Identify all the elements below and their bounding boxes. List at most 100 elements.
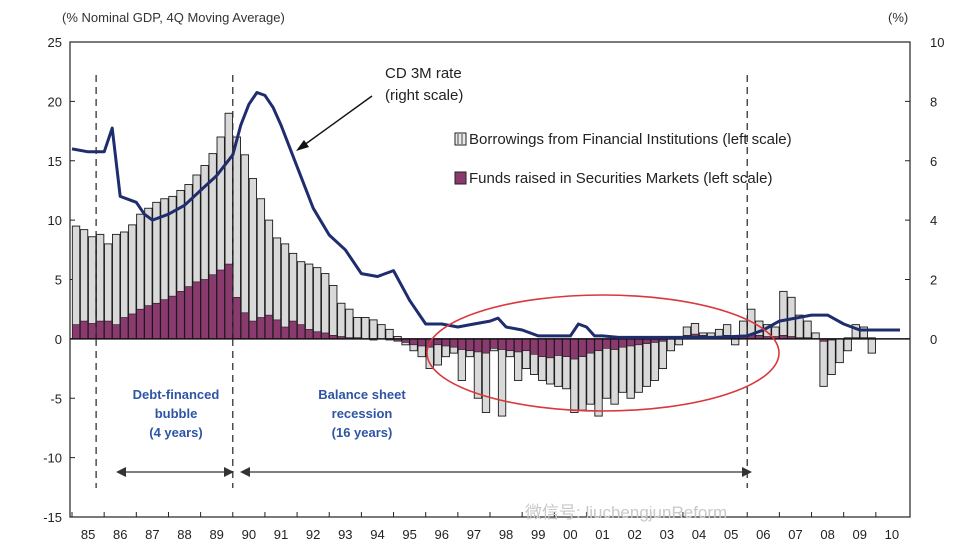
bar-securities — [594, 338, 603, 352]
cd-rate-line — [71, 91, 900, 339]
bar-securities — [281, 326, 290, 340]
legend-swatch-securities — [454, 171, 467, 185]
legend: Borrowings from Financial Institutions (… — [454, 131, 792, 187]
bar-securities — [634, 338, 643, 346]
bar-borrowings — [650, 338, 659, 381]
x-tick-label: 90 — [242, 527, 256, 542]
bar-securities — [538, 338, 547, 357]
right-tick-label: 0 — [930, 332, 937, 347]
left-tick-label: 15 — [48, 154, 62, 169]
x-axis-ticks: 85 86 87 88 89 90 91 92 93 94 95 96 97 98 99 00 01 02 03 04… — [71, 512, 899, 542]
bar-borrowings — [779, 290, 788, 340]
x-tick-label: 95 — [402, 527, 416, 542]
left-axis-title: (% Nominal GDP, 4Q Moving Average) — [62, 10, 285, 25]
x-tick-label: 91 — [274, 527, 288, 542]
bubble-label-1: Debt-financed — [133, 387, 220, 402]
bar-securities — [128, 313, 137, 340]
bar-securities — [473, 338, 482, 353]
x-tick-label: 06 — [756, 527, 770, 542]
bar-securities — [168, 295, 177, 340]
bar-securities — [160, 299, 169, 340]
bar-securities — [240, 312, 249, 340]
bar-securities — [232, 297, 241, 340]
bar-securities — [192, 281, 201, 340]
bar-securities — [184, 286, 193, 340]
bar-securities — [618, 338, 627, 348]
bar-securities — [96, 320, 105, 340]
bubble-label-3: (4 years) — [149, 425, 202, 440]
x-tick-label: 09 — [853, 527, 867, 542]
x-tick-label: 04 — [692, 527, 706, 542]
x-tick-label: 02 — [627, 527, 641, 542]
cd-rate-pointer-head — [296, 140, 309, 151]
bar-securities — [297, 324, 306, 340]
x-tick-label: 94 — [370, 527, 384, 542]
right-tick-label: 6 — [930, 154, 937, 169]
bar-borrowings — [71, 225, 81, 340]
left-tick-label: 25 — [48, 35, 62, 50]
recession-label-3: (16 years) — [332, 425, 393, 440]
x-tick-label: 00 — [563, 527, 577, 542]
cd-rate-label: CD 3M rate — [385, 65, 462, 82]
bubble-span-arrow — [116, 467, 234, 477]
bar-borrowings — [634, 338, 643, 393]
bar-series — [71, 112, 876, 417]
bar-securities — [417, 338, 426, 347]
highlight-ellipse — [426, 294, 780, 412]
bar-securities — [80, 320, 89, 340]
bar-securities — [112, 324, 121, 340]
bar-borrowings — [819, 338, 828, 387]
x-tick-label: 08 — [820, 527, 834, 542]
bar-securities — [200, 279, 209, 340]
bar-borrowings — [345, 308, 354, 340]
bar-borrowings — [329, 284, 338, 340]
bar-borrowings — [240, 154, 249, 340]
bar-securities — [216, 269, 225, 340]
bar-securities — [72, 324, 81, 340]
bar-securities — [176, 291, 185, 340]
x-tick-label: 03 — [660, 527, 674, 542]
bar-securities — [104, 320, 113, 340]
right-tick-label: 4 — [930, 213, 937, 228]
left-tick-label: -5 — [50, 391, 62, 406]
bar-borrowings — [803, 320, 812, 340]
x-tick-label: 07 — [788, 527, 802, 542]
x-tick-label: 01 — [595, 527, 609, 542]
bar-securities — [578, 338, 587, 357]
bar-securities — [152, 302, 161, 340]
x-tick-label: 96 — [435, 527, 449, 542]
bar-securities — [522, 338, 531, 352]
watermark: 微信号: liuchengjunReform — [525, 503, 727, 522]
x-tick-label: 93 — [338, 527, 352, 542]
x-tick-label: 88 — [177, 527, 191, 542]
bar-borrowings — [337, 302, 346, 340]
left-tick-label: 20 — [48, 94, 62, 109]
bar-borrowings — [321, 273, 330, 340]
right-axis-ticks: 10 8 6 4 2 0 — [905, 35, 944, 347]
bar-borrowings — [280, 243, 290, 340]
bar-borrowings — [811, 332, 820, 340]
bar-securities — [441, 338, 450, 347]
left-tick-label: -10 — [43, 451, 62, 466]
bar-securities — [264, 314, 273, 340]
recession-label-1: Balance sheet — [318, 387, 406, 402]
right-tick-label: 10 — [930, 35, 944, 50]
x-tick-label: 98 — [499, 527, 513, 542]
bar-securities — [208, 274, 217, 340]
bar-securities — [481, 338, 490, 354]
bar-securities — [449, 338, 458, 348]
bar-securities — [272, 319, 281, 340]
bar-borrowings — [731, 338, 740, 346]
bar-securities — [136, 308, 145, 340]
x-tick-label: 92 — [306, 527, 320, 542]
cd-rate-line-series — [71, 91, 900, 339]
bar-securities — [248, 320, 257, 340]
bar-borrowings — [304, 263, 314, 340]
bar-securities — [313, 331, 322, 340]
bar-securities — [490, 338, 499, 349]
bar-borrowings — [867, 338, 876, 354]
bar-securities — [642, 338, 651, 344]
bar-securities — [626, 338, 635, 347]
cd-rate-sublabel: (right scale) — [385, 87, 463, 104]
